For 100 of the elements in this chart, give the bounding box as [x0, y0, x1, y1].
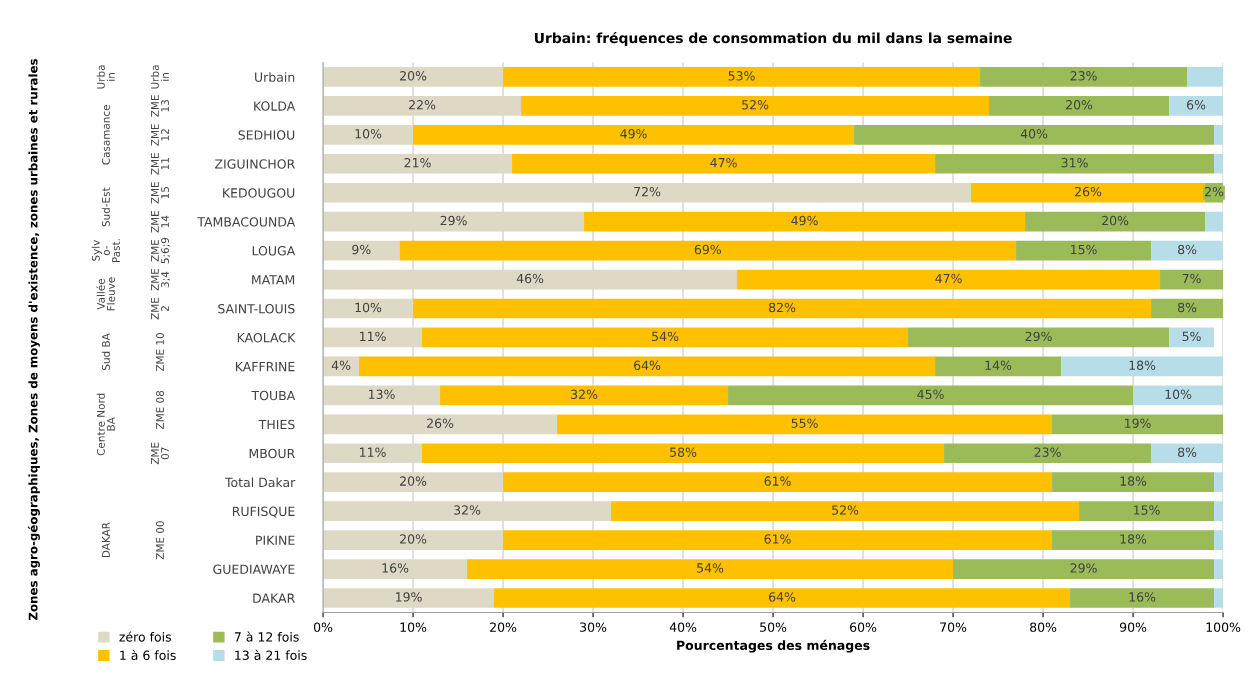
text: ZME 10 — [156, 332, 164, 372]
y-tick-label: LOUGA — [252, 246, 296, 256]
data-label: 10% — [355, 129, 382, 139]
y-tick-label: SEDHIOU — [238, 130, 295, 140]
data-label: 16% — [382, 563, 409, 573]
data-label: 49% — [620, 129, 647, 139]
data-label: 64% — [634, 360, 661, 371]
text: ZME 2 — [151, 297, 169, 320]
data-label: 26% — [1075, 186, 1102, 197]
data-label: 47% — [935, 273, 962, 284]
data-label: 29% — [1025, 331, 1052, 342]
y-tick-label: GUEDIAWAYE — [213, 564, 295, 574]
data-label: 10% — [355, 302, 382, 313]
data-label: 6% — [1187, 100, 1206, 110]
y-tick-label: KEDOUGOU — [223, 188, 295, 198]
data-label: 19% — [396, 592, 422, 602]
y-tick-label: KOLDA — [254, 101, 296, 111]
y-tick-label: THIES — [258, 419, 295, 430]
x-tick-label: 80% — [1030, 622, 1057, 632]
data-label: 32% — [571, 389, 598, 399]
data-label: 23% — [1034, 447, 1061, 457]
data-label: 55% — [791, 418, 818, 428]
text: ZME 11 — [151, 153, 169, 175]
data-label: 69% — [694, 244, 722, 255]
data-label: 64% — [769, 592, 796, 602]
x-axis-title: Pourcentages des ménages — [677, 639, 870, 653]
data-label: 49% — [791, 215, 818, 226]
data-label: 40% — [1020, 129, 1048, 139]
data-label: 20% — [400, 534, 427, 544]
x-tick-label: 70% — [940, 622, 967, 632]
data-label: 53% — [728, 71, 755, 81]
data-label: 52% — [832, 505, 859, 515]
data-label: 8% — [1177, 302, 1197, 313]
text: Urba in — [150, 65, 169, 89]
data-label: 52% — [742, 100, 769, 110]
data-label: 32% — [454, 505, 481, 515]
legend-label: 13 à 21 fois — [235, 649, 307, 660]
text: Sylv o- Past. — [91, 239, 120, 263]
x-tick-label: 60% — [850, 622, 877, 632]
y-tick-label: MATAM — [252, 275, 295, 285]
data-label: 8% — [1177, 447, 1197, 457]
chart-title: Urbain: fréquences de consommation du mil dans la semaine — [534, 31, 1012, 46]
y-tick-label: MBOUR — [249, 448, 295, 459]
data-label: 16% — [1129, 592, 1156, 602]
data-label: 20% — [1066, 100, 1093, 110]
data-label: 82% — [769, 302, 796, 313]
data-label: 18% — [1120, 476, 1147, 486]
data-label: 54% — [697, 563, 724, 573]
text: ZME 00 — [156, 521, 164, 560]
data-label: 15% — [1071, 244, 1097, 255]
y-tick-label: TAMBACOUNDA — [197, 217, 296, 227]
data-label: 5% — [1182, 331, 1201, 342]
x-tick-label: 90% — [1119, 622, 1147, 632]
text: ZME 3;4 — [151, 268, 171, 291]
legend-label: 7 à 12 fois — [234, 631, 299, 642]
data-label: 58% — [670, 447, 697, 457]
text: Sud BA — [101, 333, 110, 370]
data-label: 46% — [516, 273, 544, 284]
data-label: 21% — [404, 157, 431, 168]
data-label: 18% — [1120, 534, 1147, 544]
x-tick-label: 50% — [760, 622, 787, 632]
text: Casamance — [101, 105, 110, 165]
data-label: 19% — [1125, 418, 1151, 428]
data-label: 11% — [360, 447, 386, 457]
data-label: 15% — [1134, 505, 1160, 515]
text: ZME 12 — [151, 124, 169, 146]
x-tick-label: 20% — [490, 622, 517, 632]
data-label: 47% — [710, 157, 737, 168]
data-label: 31% — [1061, 157, 1088, 168]
y-tick-label: ZIGUINCHOR — [215, 159, 295, 169]
text: Zones agro-géographiques, Zones de moyens d'existence, zones urbaines et rurales — [27, 58, 40, 621]
y-tick-label: KAFFRINE — [235, 362, 295, 372]
x-tick-label: 0% — [313, 622, 333, 632]
x-tick-label: 30% — [580, 622, 607, 632]
data-label: 7% — [1182, 273, 1201, 284]
data-label: 14% — [985, 360, 1012, 371]
text: ZME 08 — [156, 390, 164, 429]
data-label: 26% — [427, 418, 454, 428]
data-label: 11% — [360, 331, 386, 342]
y-tick-label: KAOLACK — [237, 332, 296, 343]
data-label: 10% — [1165, 389, 1192, 399]
data-label: 61% — [764, 476, 791, 486]
text: ZME 13 — [151, 95, 169, 117]
data-label: 29% — [440, 215, 467, 226]
data-label: 20% — [400, 71, 427, 81]
text: ZME 15 — [151, 182, 169, 204]
data-label: 45% — [917, 389, 944, 399]
data-label: 23% — [1070, 71, 1097, 81]
text: Centre Nord BA — [96, 393, 115, 456]
x-tick-label: 100% — [1206, 622, 1241, 632]
y-tick-label: TOUBA — [251, 390, 296, 401]
y-tick-label: Urbain — [255, 72, 295, 82]
y-tick-label: RUFISQUE — [232, 506, 295, 518]
y-tick-label: SAINT-LOUIS — [218, 303, 295, 314]
legend-label: zéro fois — [119, 631, 172, 642]
data-label: 8% — [1177, 244, 1197, 255]
data-label: 29% — [1070, 563, 1097, 573]
text: ZME 14 — [151, 210, 169, 233]
x-tick-label: 40% — [669, 622, 697, 632]
data-label: 22% — [409, 100, 436, 110]
